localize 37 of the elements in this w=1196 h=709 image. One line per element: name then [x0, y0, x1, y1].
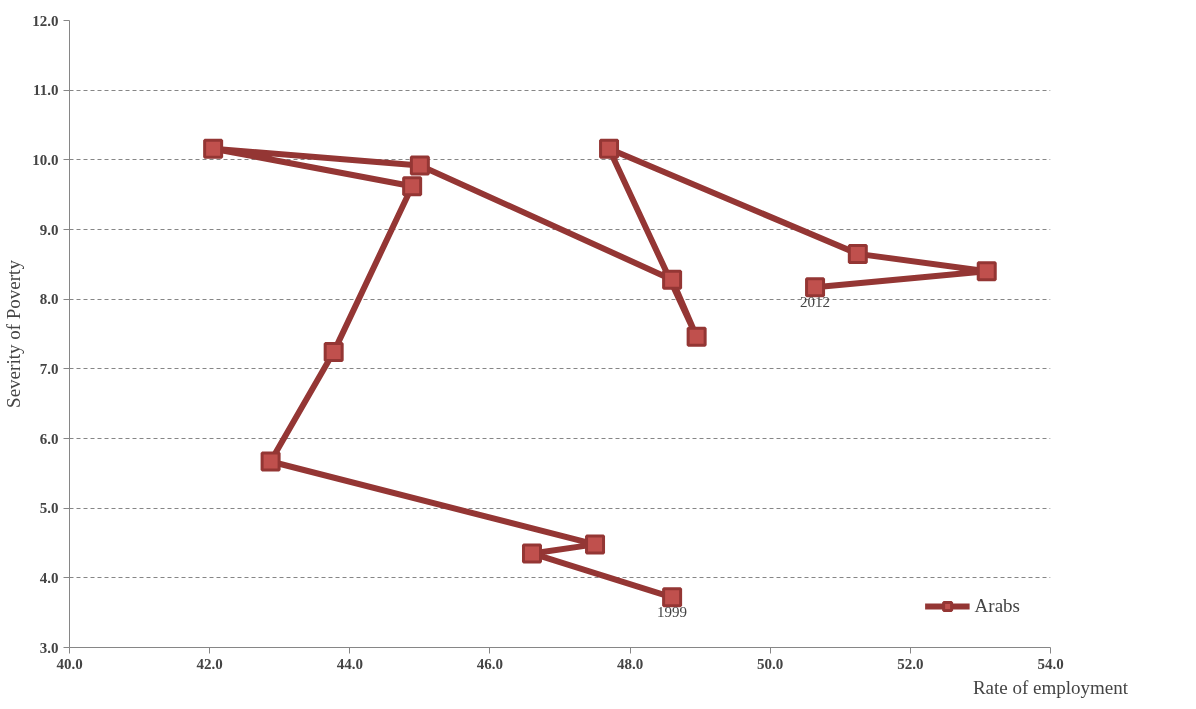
point: [521, 543, 542, 564]
point: [847, 243, 868, 264]
y-tick-label: 11.0: [33, 82, 59, 99]
y-axis-title: Severity of Poverty: [3, 259, 25, 408]
y-tick-label: 3.0: [39, 639, 59, 656]
y-tick-label: 10.0: [32, 151, 59, 168]
y-tick-label: 4.0: [39, 569, 59, 586]
point: [805, 277, 826, 298]
y-tick-label: 6.0: [39, 430, 59, 447]
x-tick-label: 48.0: [616, 655, 644, 672]
x-tick-label: 44.0: [336, 655, 363, 672]
annotation: 2012: [800, 294, 831, 311]
point: [585, 534, 606, 555]
point: [409, 155, 430, 176]
point: [686, 326, 707, 347]
point: [662, 269, 683, 290]
point: [203, 138, 224, 159]
x-tick-label: 54.0: [1037, 655, 1064, 672]
y-tick-label: 8.0: [39, 291, 59, 308]
legend-label: Arabs: [974, 595, 1020, 617]
point: [976, 261, 997, 282]
x-axis-title: Rate of employment: [972, 676, 1129, 698]
x-tick-label: 40.0: [56, 655, 83, 672]
x-tick-label: 46.0: [476, 655, 504, 672]
y-tick-label: 12.0: [32, 12, 59, 29]
x-tick-label: 52.0: [897, 655, 924, 672]
point: [260, 451, 281, 472]
point: [323, 342, 344, 363]
y-tick-label: 9.0: [39, 221, 59, 238]
point: [662, 587, 683, 608]
y-tick-label: 5.0: [39, 500, 59, 517]
x-tick-label: 50.0: [757, 655, 784, 672]
y-tick-label: 7.0: [39, 360, 59, 377]
x-tick-label: 42.0: [196, 655, 223, 672]
point: [402, 176, 423, 197]
annotation: 1999: [657, 604, 688, 621]
point: [599, 138, 620, 159]
